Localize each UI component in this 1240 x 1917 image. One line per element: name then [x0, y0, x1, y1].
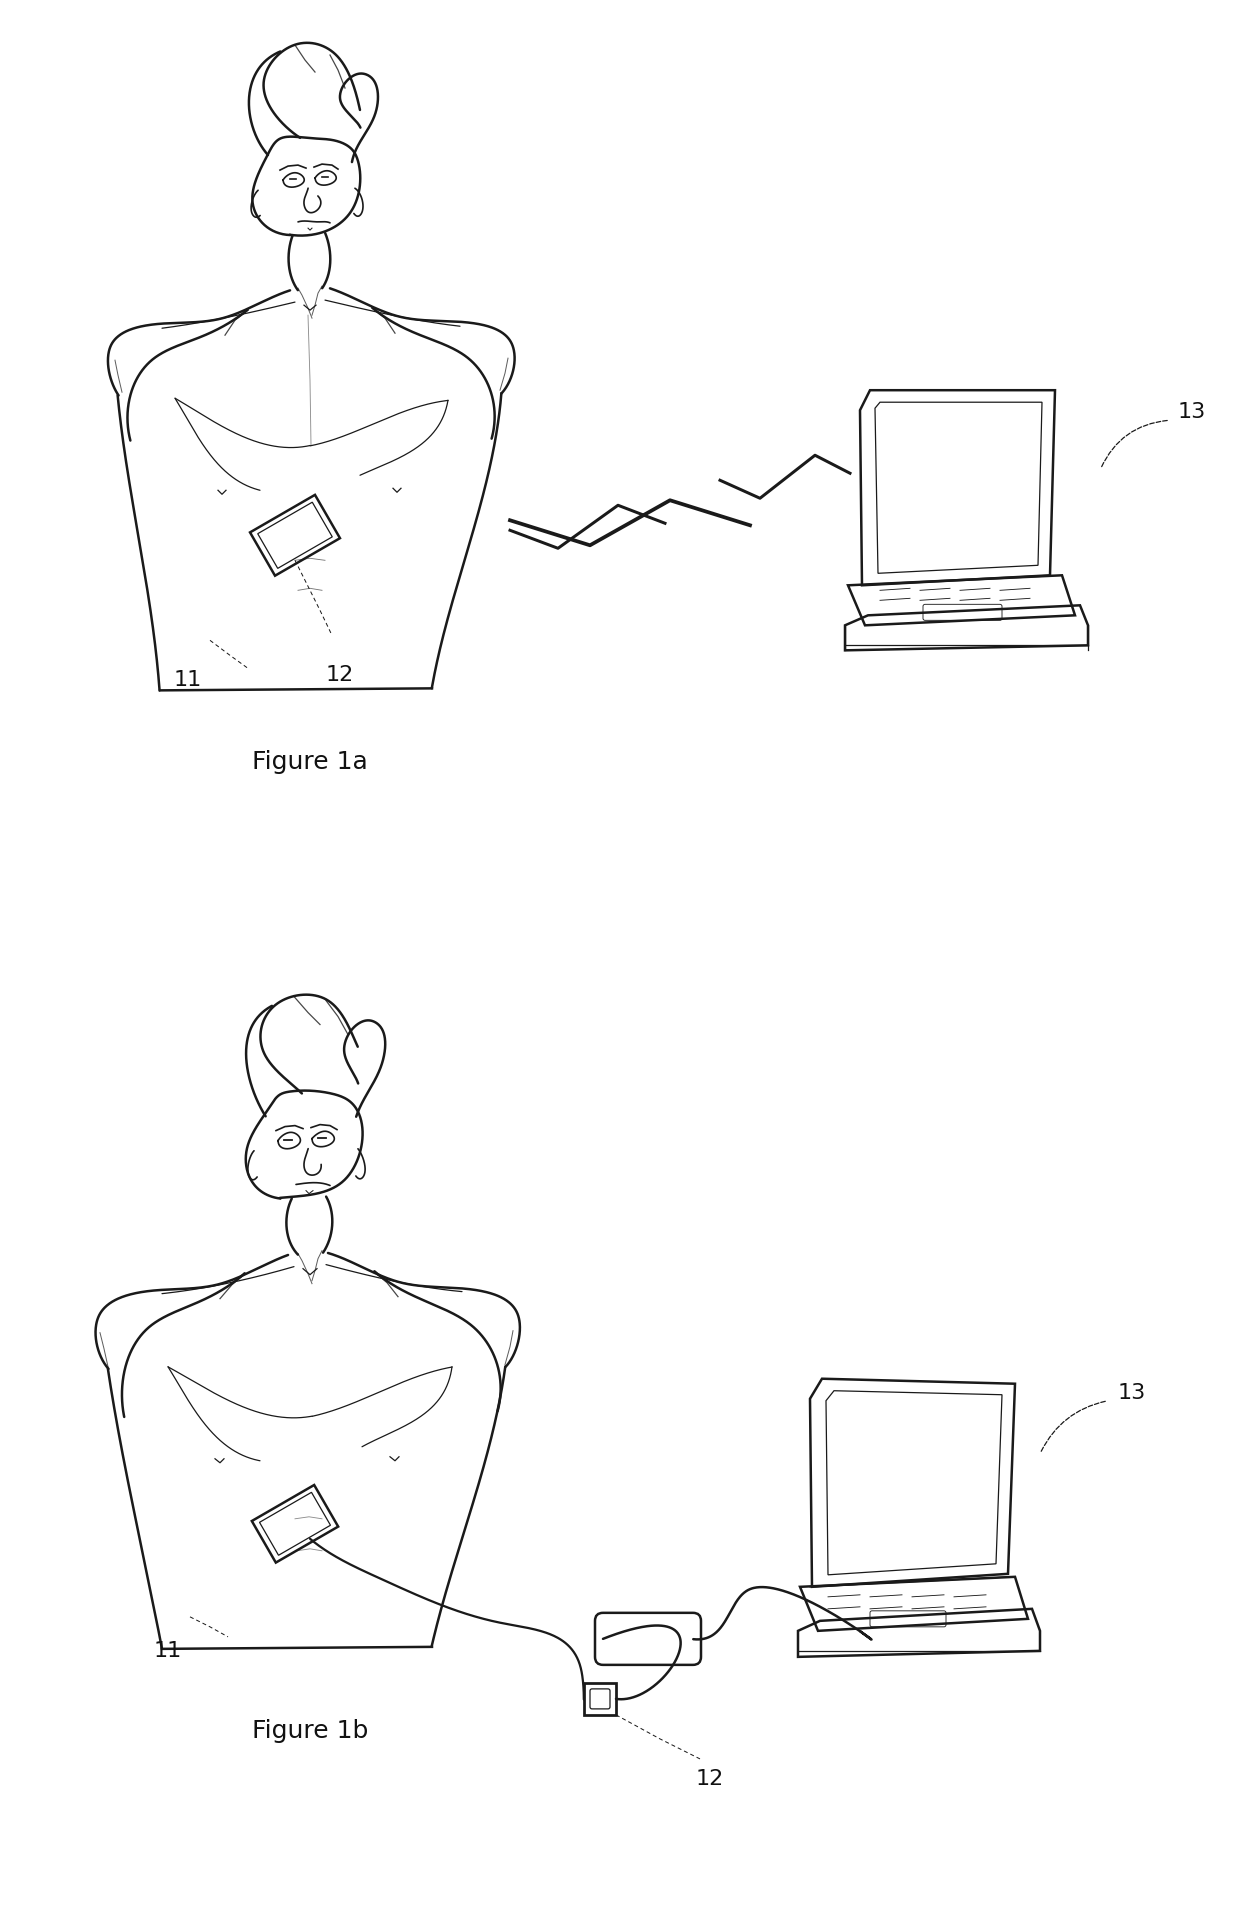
Text: 12: 12: [696, 1769, 724, 1789]
Text: 13: 13: [1178, 403, 1207, 422]
Text: 11: 11: [154, 1641, 182, 1660]
Polygon shape: [826, 1390, 1002, 1576]
Text: 12: 12: [326, 665, 355, 686]
Text: 13: 13: [1118, 1382, 1146, 1403]
Text: 11: 11: [174, 671, 202, 690]
Polygon shape: [875, 403, 1042, 573]
Text: Figure 1a: Figure 1a: [252, 750, 368, 774]
Text: Figure 1b: Figure 1b: [252, 1720, 368, 1743]
